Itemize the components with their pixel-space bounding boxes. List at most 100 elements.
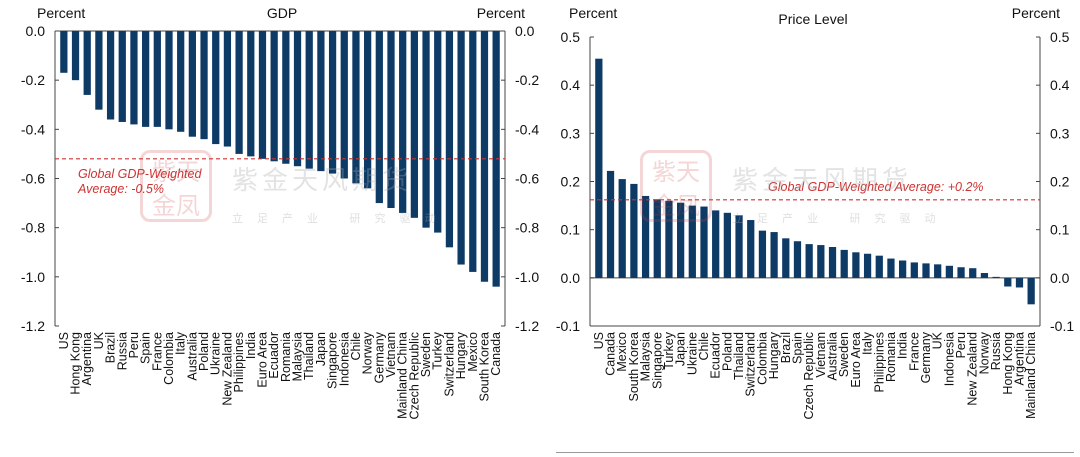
chart1-bar bbox=[106, 31, 115, 120]
price-level-chart: Percent Percent Price Level 0.5 0.5 0.4 0.4 0.3… bbox=[556, 5, 1074, 420]
chart1-bar bbox=[422, 31, 430, 228]
chart1-left-axis-unit: Percent bbox=[37, 5, 85, 21]
chart2-category-label: Canada bbox=[604, 332, 618, 376]
chart2-category-label: Indonesia bbox=[942, 332, 956, 386]
chart2-category-label: Czech Republic bbox=[802, 332, 816, 420]
chart1-category-label: Spain bbox=[139, 332, 153, 364]
chart2-bar bbox=[899, 260, 907, 278]
chart2-bar bbox=[1004, 277, 1012, 287]
chart2-bar bbox=[969, 268, 977, 278]
chart2-category-label: Mainland China bbox=[1024, 332, 1038, 419]
chart2-bar bbox=[630, 183, 638, 278]
chart2-bar bbox=[747, 220, 755, 278]
chart2-bar bbox=[828, 247, 837, 278]
chart2-bar bbox=[688, 205, 696, 278]
chart2-category-label: Ecuador bbox=[709, 332, 723, 379]
chart2-category-label: Euro Area bbox=[849, 332, 863, 388]
chart2-right-tick-label: 0.5 bbox=[1050, 29, 1070, 45]
chart2-right-tick-label: 0.0 bbox=[1050, 270, 1070, 286]
chart1-bar bbox=[247, 31, 255, 157]
bottom-divider bbox=[556, 452, 1074, 453]
chart1-bar bbox=[434, 31, 442, 233]
chart2-category-label: Switzerland bbox=[744, 332, 758, 397]
chart2-bar bbox=[782, 238, 790, 278]
chart1-right-tick-label: 0.0 bbox=[515, 23, 535, 39]
chart2-category-label: US bbox=[592, 332, 606, 349]
chart1-bar bbox=[457, 31, 465, 265]
chart1-bar bbox=[469, 31, 477, 272]
chart2-category-label: Hungary bbox=[767, 331, 781, 379]
chart2-left-tick-label: 0.1 bbox=[561, 222, 581, 238]
chart2-category-label: Romania bbox=[884, 332, 898, 382]
chart2-bar bbox=[910, 262, 918, 278]
chart2-average-label: Global GDP-Weighted Average: +0.2% bbox=[768, 180, 984, 194]
price-chart-panel: Percent Percent Price Level 0.5 0.5 0.4 0.4 0.3… bbox=[548, 0, 1080, 457]
chart1-bar bbox=[328, 31, 337, 174]
chart1-right-tick-label: -0.4 bbox=[515, 121, 539, 137]
chart2-right-tick-label: 0.4 bbox=[1050, 77, 1070, 93]
chart1-category-label: South Korea bbox=[477, 332, 491, 402]
chart1-category-label: India bbox=[244, 332, 258, 359]
chart2-bar bbox=[980, 273, 989, 278]
chart1-category-label: Malaysia bbox=[291, 332, 305, 381]
chart1-right-axis-unit: Percent bbox=[477, 5, 525, 21]
chart2-bar bbox=[653, 199, 661, 278]
chart2-bar bbox=[945, 265, 953, 278]
chart2-bar bbox=[840, 249, 848, 278]
chart2-bar bbox=[641, 195, 650, 278]
chart1-right-tick-label: -0.2 bbox=[515, 72, 539, 88]
chart2-left-axis-unit: Percent bbox=[569, 5, 617, 21]
chart1-bar bbox=[200, 31, 208, 140]
chart2-bar bbox=[1015, 277, 1024, 288]
chart2-right-axis-unit: Percent bbox=[1012, 5, 1060, 21]
chart1-left-tick-label: -1.0 bbox=[21, 269, 45, 285]
chart1-average-label: Global GDP-Weighted bbox=[78, 167, 202, 181]
chart2-bar bbox=[770, 232, 778, 278]
chart2-category-label: Thailand bbox=[732, 332, 746, 380]
chart2-category-label: Japan bbox=[674, 332, 688, 366]
chart1-bar bbox=[95, 31, 103, 110]
chart1-bar bbox=[188, 31, 196, 137]
chart1-bar bbox=[340, 31, 348, 179]
chart1-category-label: Japan bbox=[314, 332, 328, 366]
chart1-category-label: US bbox=[57, 332, 71, 349]
chart2-bar bbox=[922, 263, 930, 278]
chart1-category-label: Argentina bbox=[80, 332, 94, 386]
chart1-category-label: Colombia bbox=[162, 332, 176, 385]
chart1-category-label: Peru bbox=[127, 332, 141, 358]
chart1-category-label: Thailand bbox=[302, 332, 316, 380]
chart1-bar bbox=[445, 31, 454, 248]
chart2-bar bbox=[934, 264, 942, 278]
chart1-category-label: Euro Area bbox=[255, 332, 269, 388]
chart1-average-label-line2: Average: -0.5% bbox=[77, 182, 164, 196]
chart2-category-label: South Korea bbox=[627, 332, 641, 402]
chart2-category-label: Poland bbox=[720, 332, 734, 371]
chart2-bar bbox=[992, 276, 1000, 278]
chart2-category-label: Argentina bbox=[1012, 332, 1026, 386]
chart1-bar bbox=[153, 31, 161, 127]
chart1-bar bbox=[212, 31, 220, 145]
chart2-bar bbox=[793, 241, 802, 278]
chart2-bar bbox=[957, 267, 965, 278]
chart1-left-tick-label: -0.6 bbox=[21, 171, 45, 187]
chart1-bar bbox=[305, 31, 313, 169]
chart1-category-label: New Zealand bbox=[220, 332, 234, 406]
chart2-bar bbox=[817, 245, 825, 278]
chart1-left-tick-label: -0.4 bbox=[21, 121, 45, 137]
chart2-title: Price Level bbox=[778, 11, 847, 27]
chart1-bar bbox=[375, 31, 383, 204]
chart2-category-label: Philippines bbox=[872, 332, 886, 392]
chart1-category-label: Indonesia bbox=[337, 332, 351, 386]
chart2-category-label: Brazil bbox=[779, 332, 793, 363]
chart1-category-label: Turkey bbox=[431, 331, 445, 369]
chart1-bar bbox=[130, 31, 138, 125]
chart1-left-tick-label: -0.2 bbox=[21, 72, 45, 88]
chart2-left-tick-label: 0.2 bbox=[561, 174, 581, 190]
chart2-bar bbox=[805, 244, 813, 278]
chart2-bar bbox=[735, 215, 743, 278]
chart2-right-tick-label: 0.3 bbox=[1050, 125, 1070, 141]
chart1-bar bbox=[480, 31, 489, 282]
chart1-left-tick-label: -1.2 bbox=[21, 318, 45, 334]
chart1-category-label: Norway bbox=[361, 331, 375, 374]
chart2-left-tick-label: 0.5 bbox=[561, 29, 581, 45]
